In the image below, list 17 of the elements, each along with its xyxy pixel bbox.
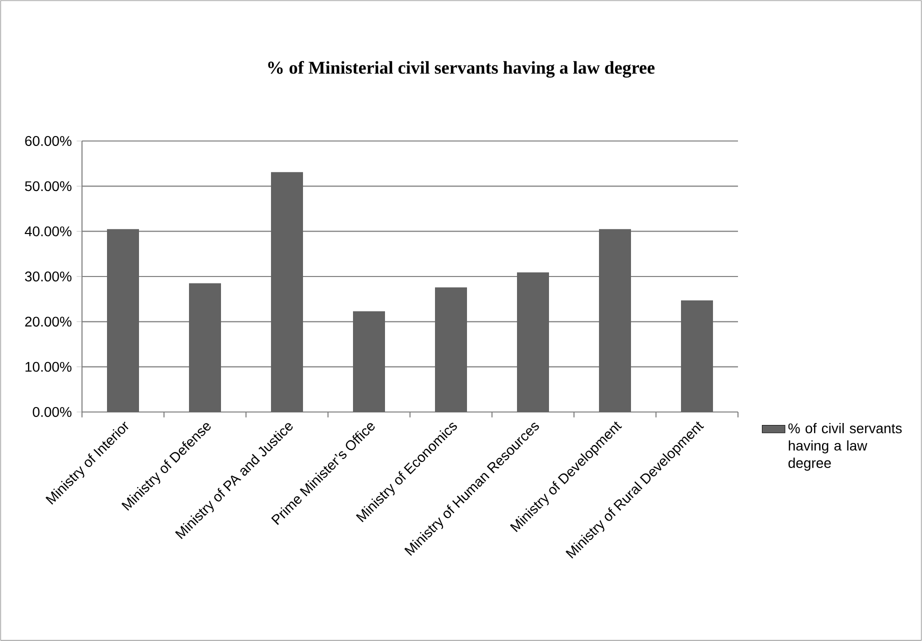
bar <box>107 229 139 412</box>
y-tick-label: 60.00% <box>25 136 72 146</box>
bar <box>271 172 303 412</box>
y-tick-label: 30.00% <box>25 272 72 282</box>
bar <box>189 283 221 412</box>
bar <box>516 272 549 412</box>
chart-title: % of Ministerial civil servants having a law degree <box>268 60 655 78</box>
legend-label: % of civil servants having a law degree <box>788 423 902 471</box>
y-tick-label: 0.00% <box>32 407 72 417</box>
bar <box>435 287 467 412</box>
bar <box>353 311 385 412</box>
y-tick-label: 20.00% <box>25 316 72 327</box>
y-tick-label: 40.00% <box>24 226 72 236</box>
bar <box>680 300 713 412</box>
bar <box>598 229 631 412</box>
y-tick-label: 50.00% <box>25 181 72 192</box>
y-tick-label: 10.00% <box>26 362 72 372</box>
